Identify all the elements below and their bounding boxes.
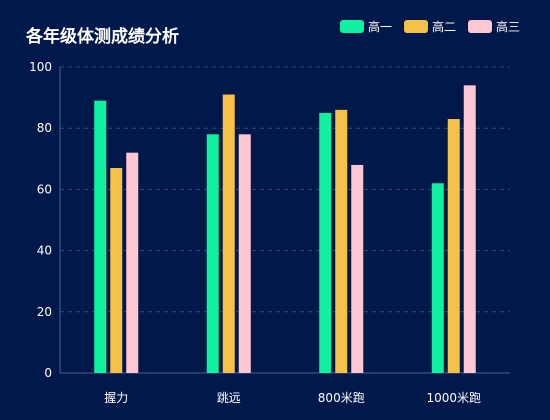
legend-label-series-2: 高二 xyxy=(431,20,456,34)
y-tick-label: 20 xyxy=(37,305,52,319)
x-tick-label: 跳远 xyxy=(217,391,241,405)
legend: 高一 高二 高三 xyxy=(339,18,520,35)
legend-label-series-1: 高一 xyxy=(367,20,392,34)
x-tick-label: 握力 xyxy=(104,390,128,405)
bar-series-1-cat-2 xyxy=(206,134,219,373)
y-tick-label: 100 xyxy=(29,60,52,74)
bar-series-3-cat-1 xyxy=(126,152,139,373)
y-tick-label: 60 xyxy=(37,182,52,196)
bar-series-3-cat-4 xyxy=(463,85,476,374)
bar-series-1-cat-1 xyxy=(94,100,107,373)
bar-series-2-cat-3 xyxy=(335,109,348,373)
y-tick-label: 40 xyxy=(37,244,52,258)
legend-item-series-2[interactable]: 高二 xyxy=(403,18,456,35)
y-tick-label: 80 xyxy=(37,121,52,135)
bar-series-2-cat-4 xyxy=(447,119,460,374)
bar-series-1-cat-4 xyxy=(431,183,444,373)
legend-item-series-3[interactable]: 高三 xyxy=(467,18,520,35)
legend-item-series-1[interactable]: 高一 xyxy=(339,18,392,35)
x-tick-label: 1000米跑 xyxy=(426,391,481,405)
legend-label-series-3: 高三 xyxy=(495,20,520,34)
y-tick-label: 0 xyxy=(44,366,52,380)
bar-series-3-cat-2 xyxy=(238,134,251,373)
chart-title: 各年级体测成绩分析 xyxy=(26,27,179,47)
legend-swatch-series-1 xyxy=(339,20,364,33)
legend-swatch-series-2 xyxy=(403,20,428,33)
bar-series-2-cat-1 xyxy=(110,167,123,373)
bar-series-2-cat-2 xyxy=(222,94,235,373)
x-tick-label: 800米跑 xyxy=(318,391,365,405)
bar-series-1-cat-3 xyxy=(319,112,332,374)
bar-series-3-cat-3 xyxy=(351,164,364,373)
legend-swatch-series-3 xyxy=(467,20,492,33)
